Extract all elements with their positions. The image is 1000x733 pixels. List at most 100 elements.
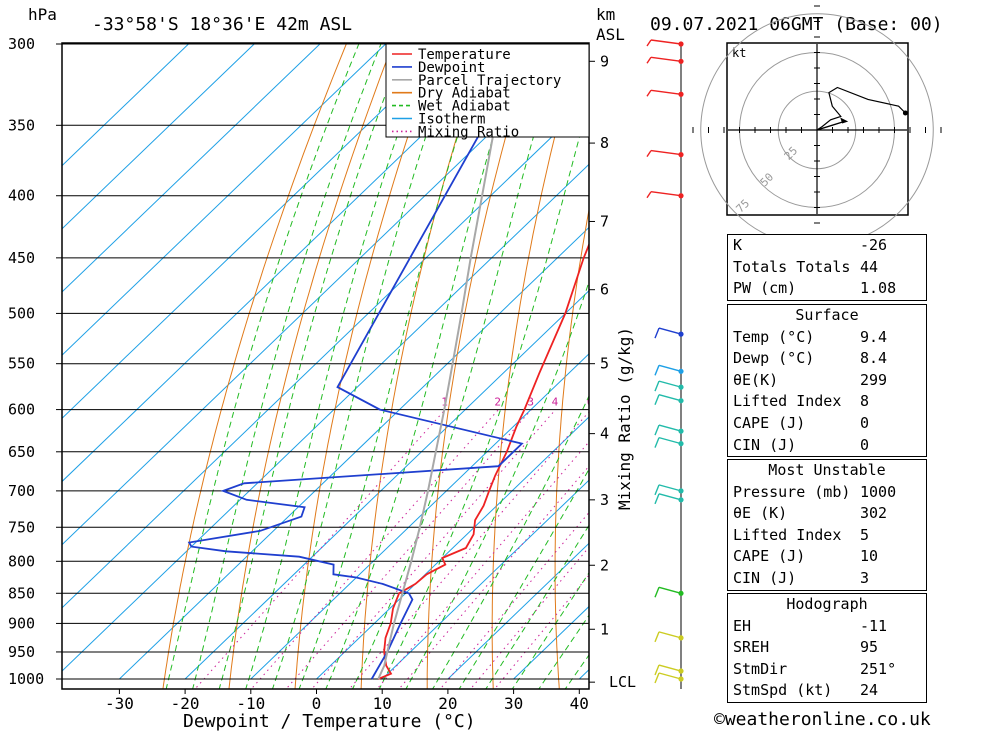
isotherm-line: [447, 542, 589, 680]
hodograph-indices-panel: Hodograph EH -11 SREH 95 StmDir 251° StmSpd…: [727, 593, 927, 703]
wind-barb-flag: [646, 150, 652, 157]
wind-barb-flag: [654, 493, 660, 505]
height-tick-label: 6: [600, 281, 609, 299]
height-tick-label: LCL: [609, 673, 636, 691]
index-row-k: K -26: [733, 236, 888, 254]
pressure-tick-label: 900: [8, 614, 35, 632]
most-unstable-panel: Most Unstable Pressure (mb) 1000 θE (K) 30…: [727, 459, 927, 591]
pressure-tick-label: 450: [8, 249, 35, 267]
wind-barb: [658, 586, 682, 594]
surface-row: Lifted Index 8: [733, 392, 870, 411]
height-unit-label: km: [596, 5, 615, 24]
pressure-tick-label: 800: [8, 552, 35, 570]
temperature-tick-label: 0: [312, 694, 322, 713]
dry-adiabat-line: [675, 26, 723, 700]
legend-label: Dewpoint: [418, 60, 485, 76]
wind-barb-flag: [646, 191, 652, 199]
most-unstable-row: Pressure (mb) 1000: [733, 482, 897, 501]
wind-barb-flag: [654, 437, 660, 448]
temperature-tick-label: 20: [438, 694, 457, 713]
wind-barb: [658, 327, 682, 335]
wet-adiabat-line: [218, 43, 406, 689]
wind-level-dot: [678, 668, 684, 674]
surface-title: Surface: [795, 306, 859, 324]
wet-adiabat-line: [378, 99, 589, 689]
height-unit-label-asl: ASL: [596, 25, 625, 44]
wind-barb-flag: [654, 587, 660, 598]
isotherm-line: [316, 416, 589, 680]
isotherm-line: [381, 479, 589, 680]
wind-barb: [658, 380, 682, 388]
surface-row: Temp (°C) 9.4: [733, 327, 888, 346]
wet-adiabat-line: [325, 43, 523, 689]
pressure-tick-label: 1000: [8, 670, 44, 688]
mixing-ratio-label: 4: [552, 396, 559, 409]
mixing-ratio-label: 10: [634, 396, 647, 409]
isotherm-line: [62, 43, 386, 356]
dry-adiabat-line: [426, 43, 534, 689]
height-tick-label: 5: [600, 355, 609, 373]
surface-panel: Surface Temp (°C) 9.4 Dewp (°C) 8.4 θE(K) 2…: [727, 304, 927, 458]
temperature-tick-label: -30: [105, 694, 134, 713]
hodograph-row: EH -11: [733, 616, 888, 635]
legend-label: Mixing Ratio: [418, 124, 519, 140]
mixing-ratio-axis-label: Mixing Ratio (g/kg): [615, 327, 634, 510]
isotherm-line: [119, 226, 589, 680]
wind-barb: [658, 436, 682, 445]
wet-adiabat-line: [165, 43, 360, 689]
wind-profile: [646, 39, 684, 689]
height-tick-label: 1: [600, 620, 609, 638]
isotherm-line: [62, 100, 589, 609]
height-tick-label: 4: [600, 425, 609, 443]
pressure-tick-label: 950: [8, 643, 35, 661]
credit-text: ©weatheronline.co.uk: [714, 709, 931, 730]
mixing-ratio-line: [376, 441, 589, 689]
wet-adiabat-line: [192, 43, 382, 689]
wet-adiabat-line: [485, 524, 589, 689]
wind-barb-flag: [654, 631, 660, 643]
pressure-tick-label: 750: [8, 518, 35, 536]
pressure-tick-label: 600: [8, 401, 35, 419]
height-tick-label: 9: [600, 52, 609, 70]
wind-barb: [658, 631, 682, 639]
mixing-ratio-label: 1: [441, 396, 448, 409]
isotherm-line: [62, 43, 518, 483]
dry-adiabat-line: [162, 43, 348, 689]
wind-level-dot: [678, 58, 684, 64]
dry-adiabat-line: [554, 207, 589, 689]
wind-barb-flag: [654, 672, 660, 684]
storm-motion-arrowhead: [840, 117, 849, 124]
profile-series: [187, 43, 589, 680]
isotherm-line: [62, 43, 255, 230]
mixing-ratio-label: 20: [701, 396, 714, 409]
storm-motion-arrow: [816, 120, 845, 131]
legend-label: Wet Adiabat: [418, 99, 511, 115]
wind-barb: [650, 149, 682, 156]
most-unstable-row: CIN (J) 3: [733, 568, 870, 587]
temperature-tick-label: -20: [171, 694, 200, 713]
datetime-title: 09.07.2021 06GMT (Base: 00): [650, 14, 943, 35]
temperature-tick-label: 40: [570, 694, 589, 713]
isotherm-line: [62, 43, 189, 167]
height-tick-label: 2: [600, 556, 609, 574]
isotherm-line: [184, 289, 589, 680]
dry-adiabat-line: [995, 26, 1000, 700]
wet-adiabat-line: [538, 614, 589, 689]
wind-barb-flag: [646, 39, 652, 47]
wind-barb: [658, 394, 682, 402]
mixing-ratio-line: [348, 411, 589, 689]
wet-adiabat-line: [245, 43, 431, 689]
location-title: -33°58'S 18°36'E 42m ASL: [92, 14, 352, 35]
index-row-totals: Totals Totals 44: [733, 257, 879, 276]
pressure-tick-label: 400: [8, 187, 35, 205]
temperature-line: [377, 242, 589, 680]
mixing-ratio-label: 6: [587, 396, 594, 409]
hodograph-row: SREH 95: [733, 638, 879, 657]
most-unstable-row: Lifted Index 5: [733, 525, 870, 544]
temperature-tick-label: -10: [236, 694, 265, 713]
temperature-tick-label: 10: [373, 694, 392, 713]
legend-label: Temperature: [418, 47, 511, 63]
isotherm-line: [62, 163, 589, 672]
